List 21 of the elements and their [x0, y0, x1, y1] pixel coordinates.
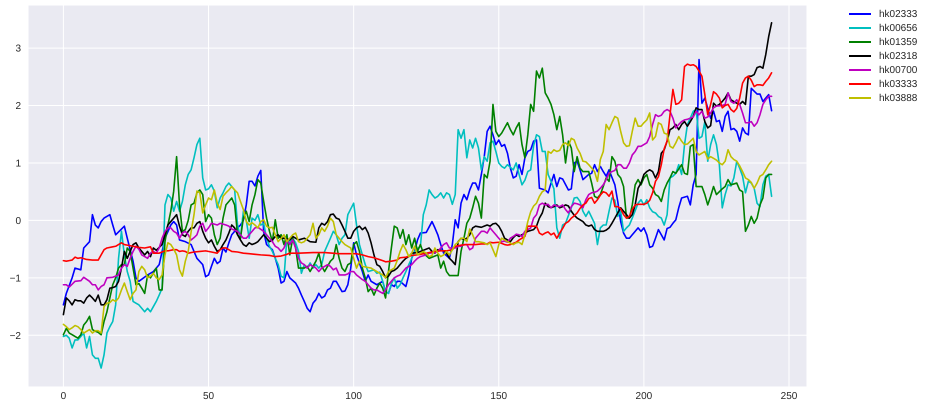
legend-label: hk02318: [879, 50, 918, 62]
line-series: [62, 92, 772, 294]
y-tick-label: −2: [10, 330, 22, 342]
x-tick-label: 250: [780, 391, 798, 402]
legend-label: hk00656: [879, 22, 918, 34]
y-tick-label: 3: [15, 44, 22, 55]
x-tick-label: 200: [636, 391, 653, 402]
legend-label: hk02333: [879, 8, 918, 20]
x-tick-label: 100: [345, 391, 362, 402]
y-tick-label: 1: [15, 158, 22, 170]
x-tick-label: 150: [490, 391, 508, 402]
y-tick-label: −1: [10, 273, 22, 284]
y-tick-label: 0: [15, 216, 22, 227]
line-series: [62, 63, 772, 263]
x-tick-label: 50: [202, 391, 215, 402]
y-tick-label: 2: [15, 101, 22, 112]
legend-label: hk01359: [879, 36, 918, 48]
x-tick-label: 0: [60, 391, 67, 402]
legend-label: hk03333: [879, 78, 918, 90]
legend-label: hk00700: [879, 64, 918, 76]
legend-label: hk03888: [879, 92, 918, 104]
